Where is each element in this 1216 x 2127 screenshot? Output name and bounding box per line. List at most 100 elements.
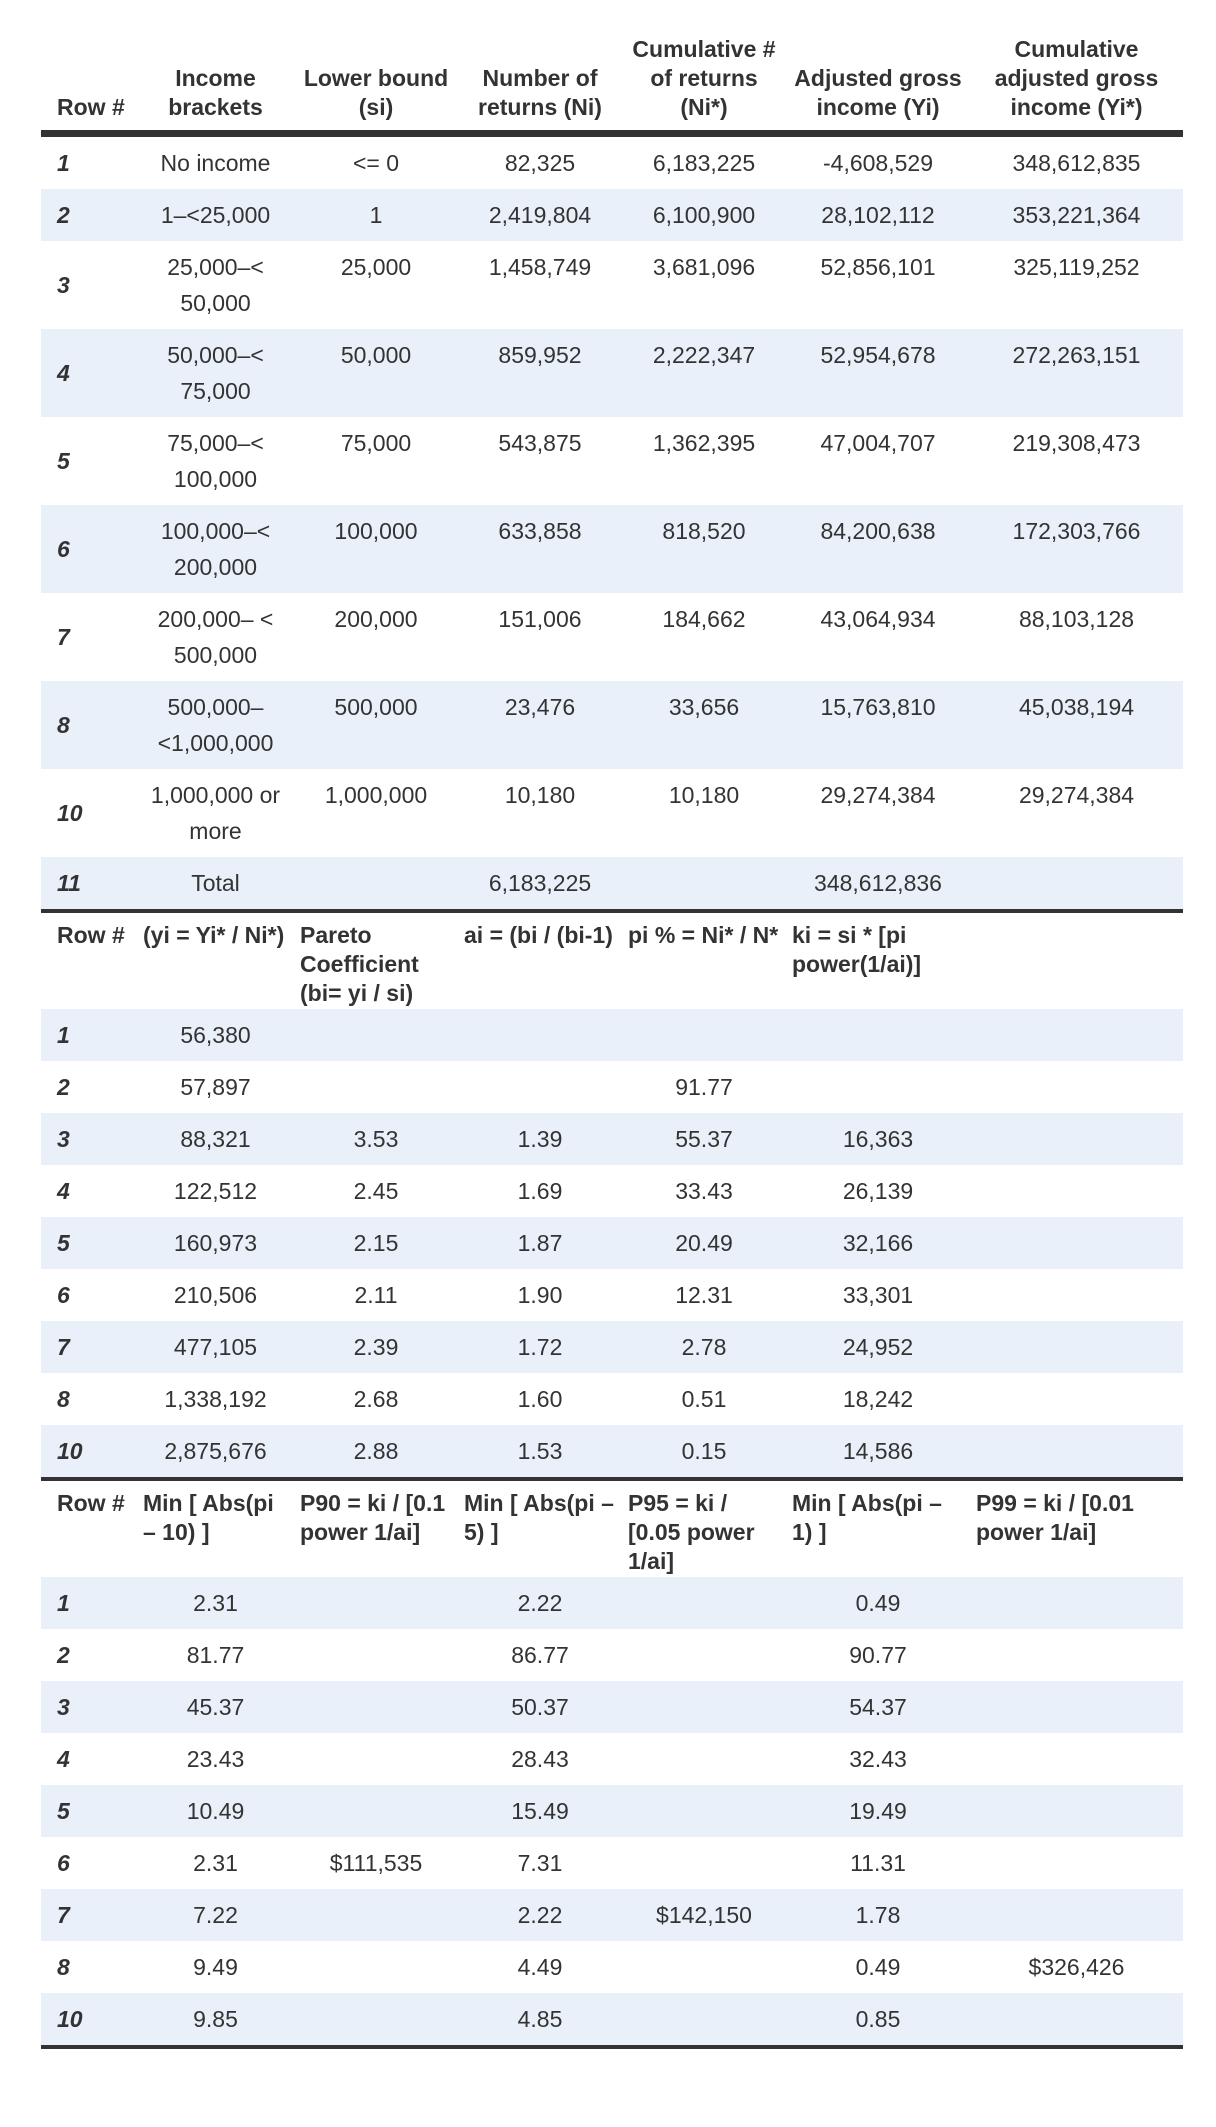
table-cell: 26,139 xyxy=(842,1178,914,1204)
row-number: 7 xyxy=(41,1321,137,1373)
section-1-header: Row # Income brackets Lower bound (si) Numb… xyxy=(41,20,1183,137)
table-cell xyxy=(458,1009,622,1061)
table-cell xyxy=(970,1009,1183,1061)
table-cell: 50,000 xyxy=(294,329,458,417)
column-header: Min [ Abs(pi – 1) ] xyxy=(786,1477,970,1577)
section-3-header: Row # Min [ Abs(pi – 10) ] P90 = ki / [0.1… xyxy=(41,1477,1183,1577)
table-cell xyxy=(294,1577,458,1629)
table-cell xyxy=(622,857,786,911)
table-cell xyxy=(294,1941,458,1993)
row-number: 7 xyxy=(57,624,70,650)
table-cell: 1.72 xyxy=(458,1321,622,1373)
table-cell: 6,100,900 xyxy=(622,189,786,241)
table-cell: 4.85 xyxy=(458,1993,622,2049)
table-cell: 14,586 xyxy=(786,1425,970,1479)
table-row: 5 10.49 15.49 19.49 xyxy=(41,1785,1183,1837)
table-cell: 2,419,804 xyxy=(458,189,622,241)
column-header: Cumulative # of returns (Ni*) xyxy=(622,20,786,137)
table-cell: 32,166 xyxy=(786,1217,970,1269)
table-cell: 28.43 xyxy=(511,1746,569,1772)
table-cell: 52,856,101 xyxy=(820,254,936,280)
table-cell xyxy=(786,1009,970,1061)
table-cell: 24,952 xyxy=(786,1321,970,1373)
table-cell xyxy=(294,1061,458,1113)
table-cell: 2.45 xyxy=(353,1178,399,1204)
column-header xyxy=(970,909,1183,1009)
table-cell: 2.15 xyxy=(294,1217,458,1269)
table-cell: 43,064,934 xyxy=(820,606,936,632)
table-row: 2 1–<25,000 1 2,419,804 6,100,900 28,102,112 3… xyxy=(41,189,1183,241)
table-cell: 2,222,347 xyxy=(622,329,786,417)
table-cell: 25,000–< 50,000 xyxy=(167,254,264,316)
table-cell: 28,102,112 xyxy=(786,189,970,241)
table-row: 3 45.37 50.37 54.37 xyxy=(41,1681,1183,1733)
row-number: 1 xyxy=(41,1577,137,1629)
table-cell: 52,954,678 xyxy=(786,329,970,417)
table-cell: 15.49 xyxy=(458,1785,622,1837)
table-cell: 200,000– < 500,000 xyxy=(157,606,274,668)
table-cell: 33,656 xyxy=(622,681,786,769)
table-cell: 151,006 xyxy=(498,606,582,632)
row-number: 3 xyxy=(41,1113,137,1165)
table-cell xyxy=(786,1061,970,1113)
table-cell xyxy=(294,1681,458,1733)
table-row: 4 50,000–< 75,000 50,000 859,952 2,222,347 52… xyxy=(41,329,1183,417)
table-cell: 33.43 xyxy=(675,1178,733,1204)
table-cell: 1,000,000 xyxy=(324,782,428,808)
table-row: 3 88,321 3.53 1.39 55.37 16,363 xyxy=(41,1113,1183,1165)
table-cell xyxy=(970,1785,1183,1837)
table-cell: $326,426 xyxy=(1028,1954,1125,1980)
table-cell: 57,897 xyxy=(180,1074,251,1100)
table-row: 6 2.31 $111,535 7.31 11.31 xyxy=(41,1837,1183,1889)
table-row: 2 81.77 86.77 90.77 xyxy=(41,1629,1183,1681)
table-cell xyxy=(970,1061,1183,1113)
table-row: 4 122,512 2.45 1.69 33.43 26,139 xyxy=(41,1165,1183,1217)
table-cell: 86.77 xyxy=(511,1642,569,1668)
table-cell: 1,000,000 or more xyxy=(150,782,281,844)
table-cell: No income xyxy=(160,150,271,176)
table-cell: 84,200,638 xyxy=(786,505,970,593)
column-header: P99 = ki / [0.01 power 1/ai] xyxy=(970,1477,1183,1577)
row-number: 1 xyxy=(57,150,70,176)
table-cell xyxy=(458,1061,622,1113)
row-number: 7 xyxy=(41,1889,137,1941)
table-row: 7 477,105 2.39 1.72 2.78 24,952 xyxy=(41,1321,1183,1373)
column-header: Pareto Coefficient (bi= yi / si) xyxy=(294,909,458,1009)
table-cell: 6,183,225 xyxy=(652,150,756,176)
table-cell xyxy=(970,1837,1183,1889)
table-row: 2 57,897 91.77 xyxy=(41,1061,1183,1113)
column-header: ki = si * [pi power(1/ai)] xyxy=(786,909,970,1009)
table-cell xyxy=(622,1733,786,1785)
table-cell: <= 0 xyxy=(352,150,400,176)
table-cell xyxy=(622,1785,786,1837)
column-header: Cumulative adjusted gross income (Yi*) xyxy=(970,20,1183,137)
table-cell: 477,105 xyxy=(137,1321,294,1373)
table-cell: 219,308,473 xyxy=(1012,430,1141,456)
table-cell xyxy=(622,1009,786,1061)
table-cell: 15,763,810 xyxy=(786,681,970,769)
table-cell: 20.49 xyxy=(622,1217,786,1269)
table-cell: 25,000 xyxy=(340,254,412,280)
table-row: 10 1,000,000 or more 1,000,000 10,180 10,180… xyxy=(41,769,1183,857)
column-header: ai = (bi / (bi-1) xyxy=(458,909,622,1009)
table-cell: 184,662 xyxy=(662,606,746,632)
table-cell: 818,520 xyxy=(622,505,786,593)
column-header: P90 = ki / [0.1 power 1/ai] xyxy=(294,1477,458,1577)
table-cell: 16,363 xyxy=(786,1113,970,1165)
table-cell: 4.49 xyxy=(517,1954,563,1980)
row-number: 2 xyxy=(57,1074,70,1100)
table-cell xyxy=(622,1681,786,1733)
table-cell: 23.43 xyxy=(186,1746,245,1772)
table-cell: 122,512 xyxy=(173,1178,258,1204)
table-cell: 33,301 xyxy=(842,1282,914,1308)
table-cell: 75,000–< 100,000 xyxy=(167,430,264,492)
table-cell: 90.77 xyxy=(849,1642,907,1668)
table-cell: 29,274,384 xyxy=(1018,782,1135,808)
pareto-income-table: Row # Income brackets Lower bound (si) Numb… xyxy=(41,20,1183,2049)
row-number: 6 xyxy=(57,1850,70,1876)
table-cell: 2.31 xyxy=(193,1850,238,1876)
column-header: Row # xyxy=(41,1477,137,1577)
column-header: Number of returns (Ni) xyxy=(458,20,622,137)
column-header: Row # xyxy=(41,909,137,1009)
table-row: 1 2.31 2.22 0.49 xyxy=(41,1577,1183,1629)
